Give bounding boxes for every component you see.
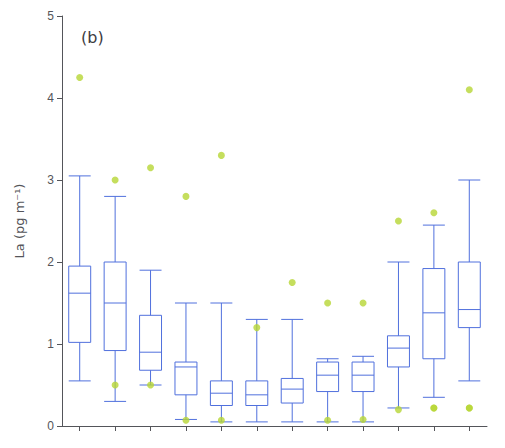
svg-text:La (pg m⁻¹): La (pg m⁻¹) — [12, 184, 27, 259]
svg-text:(b): (b) — [81, 28, 104, 47]
svg-text:1: 1 — [47, 337, 54, 351]
svg-text:5: 5 — [47, 9, 54, 23]
svg-text:2: 2 — [47, 255, 54, 269]
svg-text:0: 0 — [47, 419, 54, 433]
svg-text:4: 4 — [47, 91, 54, 105]
svg-text:3: 3 — [47, 173, 54, 187]
